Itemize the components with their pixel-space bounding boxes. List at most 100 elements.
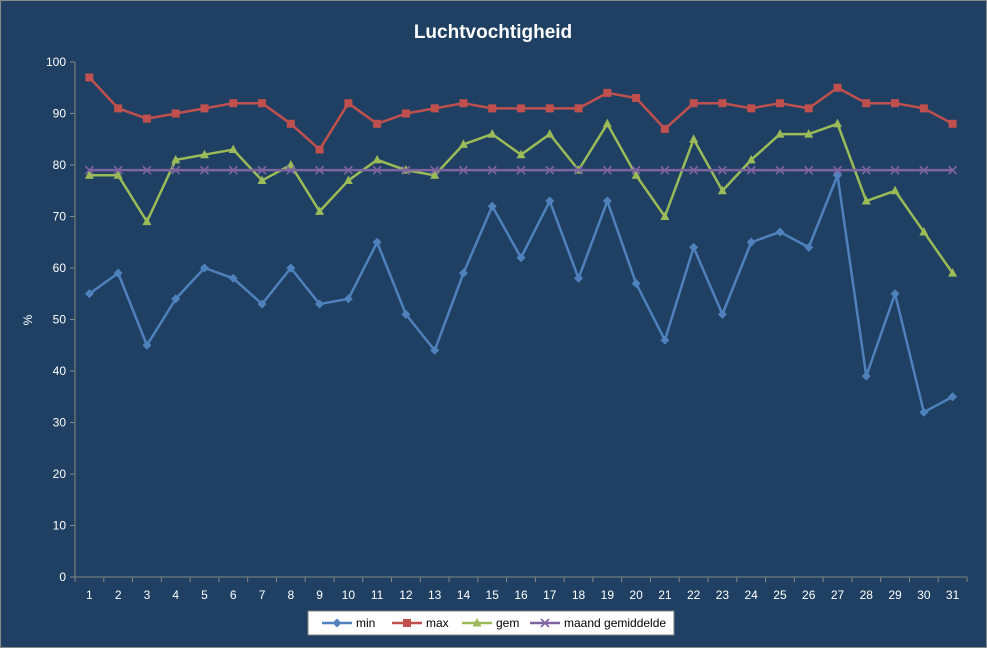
- data-point-maand-gemiddelde: [861, 165, 871, 175]
- x-tick-label: 16: [514, 588, 528, 602]
- data-point-max: [948, 119, 957, 128]
- x-tick-label: 27: [831, 588, 845, 602]
- data-point-maand-gemiddelde: [660, 165, 670, 175]
- data-point-min: [602, 196, 612, 206]
- data-point-maand-gemiddelde: [257, 165, 267, 175]
- data-point-gem: [199, 149, 209, 159]
- data-point-min: [228, 273, 238, 283]
- legend-marker-gem: [472, 618, 482, 627]
- data-point-maand-gemiddelde: [142, 165, 152, 175]
- x-tick-label: 17: [543, 588, 557, 602]
- data-point-gem: [372, 154, 382, 164]
- series-maand-gemiddelde: [84, 165, 958, 175]
- x-tick-label: 19: [601, 588, 615, 602]
- data-point-gem: [257, 175, 267, 184]
- data-point-min: [804, 242, 814, 252]
- data-point-max: [919, 104, 928, 113]
- x-tick-label: 20: [629, 588, 643, 602]
- data-point-max: [517, 104, 525, 113]
- data-point-max: [775, 99, 784, 108]
- data-point-max: [545, 104, 554, 113]
- data-point-min: [861, 371, 871, 381]
- data-point-max: [603, 88, 612, 97]
- data-point-maand-gemiddelde: [113, 165, 123, 175]
- data-point-max: [632, 94, 641, 103]
- data-point-min: [199, 263, 209, 273]
- data-point-max: [114, 104, 123, 113]
- data-point-max: [401, 109, 410, 118]
- data-point-max: [315, 145, 324, 154]
- y-tick-label: 40: [53, 364, 67, 378]
- x-tick-label: 18: [572, 588, 586, 602]
- data-point-gem: [142, 216, 152, 226]
- y-axis-label: %: [21, 314, 35, 325]
- x-tick-label: 1: [86, 588, 93, 602]
- data-point-maand-gemiddelde: [573, 165, 584, 175]
- data-point-min: [717, 309, 727, 319]
- data-point-max: [488, 104, 497, 113]
- data-point-max: [804, 104, 813, 113]
- data-point-gem: [919, 226, 929, 236]
- data-point-min: [890, 289, 900, 299]
- data-point-maand-gemiddelde: [199, 165, 210, 175]
- data-point-gem: [689, 134, 699, 143]
- data-point-gem: [775, 129, 785, 138]
- data-point-min: [142, 340, 152, 350]
- y-tick-label: 90: [53, 107, 67, 121]
- data-point-gem: [890, 185, 900, 195]
- legend-label-min: min: [356, 616, 375, 630]
- data-point-min: [343, 294, 353, 304]
- data-point-maand-gemiddelde: [890, 165, 900, 175]
- y-tick-label: 70: [53, 210, 67, 224]
- data-point-max: [862, 99, 871, 108]
- data-point-maand-gemiddelde: [631, 165, 641, 175]
- data-point-max: [660, 124, 669, 133]
- data-point-max: [344, 99, 353, 108]
- data-point-min: [746, 237, 756, 247]
- data-point-maand-gemiddelde: [689, 165, 699, 175]
- data-point-max: [574, 104, 583, 113]
- data-point-gem: [430, 170, 440, 179]
- data-point-maand-gemiddelde: [804, 165, 814, 175]
- data-point-gem: [631, 170, 641, 179]
- y-tick-label: 30: [53, 416, 67, 430]
- data-point-min: [113, 268, 123, 278]
- data-point-gem: [833, 118, 843, 128]
- series-gem: [84, 118, 958, 277]
- data-point-min: [430, 345, 440, 355]
- x-tick-label: 6: [230, 588, 237, 602]
- data-point-maand-gemiddelde: [458, 165, 469, 175]
- x-tick-label: 22: [687, 588, 701, 602]
- data-point-max: [142, 114, 151, 123]
- data-point-gem: [861, 196, 871, 205]
- legend-item-min[interactable]: min: [322, 616, 375, 630]
- data-point-maand-gemiddelde: [286, 165, 296, 175]
- legend-item-maand-gemiddelde[interactable]: maand gemiddelde: [530, 616, 666, 630]
- data-point-max: [373, 119, 382, 128]
- data-point-max: [286, 119, 295, 128]
- x-tick-label: 8: [287, 588, 294, 602]
- data-point-min: [545, 196, 555, 206]
- data-point-max: [891, 99, 900, 108]
- data-point-min: [257, 299, 267, 309]
- x-tick-label: 14: [457, 588, 471, 602]
- data-point-min: [689, 242, 699, 252]
- data-point-min: [631, 278, 641, 288]
- data-point-maand-gemiddelde: [171, 165, 181, 175]
- legend-item-max[interactable]: max: [392, 616, 449, 630]
- data-point-gem: [228, 144, 238, 154]
- x-tick-label: 4: [172, 588, 179, 602]
- data-point-max: [171, 109, 180, 118]
- data-point-maand-gemiddelde: [430, 165, 440, 175]
- data-point-maand-gemiddelde: [746, 165, 756, 175]
- data-point-min: [574, 273, 584, 283]
- data-point-gem: [948, 268, 958, 277]
- data-point-gem: [286, 160, 296, 169]
- data-point-min: [458, 268, 468, 278]
- x-tick-label: 23: [716, 588, 730, 602]
- y-tick-label: 80: [53, 158, 67, 172]
- x-tick-label: 10: [342, 588, 356, 602]
- legend-item-gem[interactable]: gem: [462, 616, 519, 630]
- legend[interactable]: min max gem maand gemiddelde: [307, 610, 675, 636]
